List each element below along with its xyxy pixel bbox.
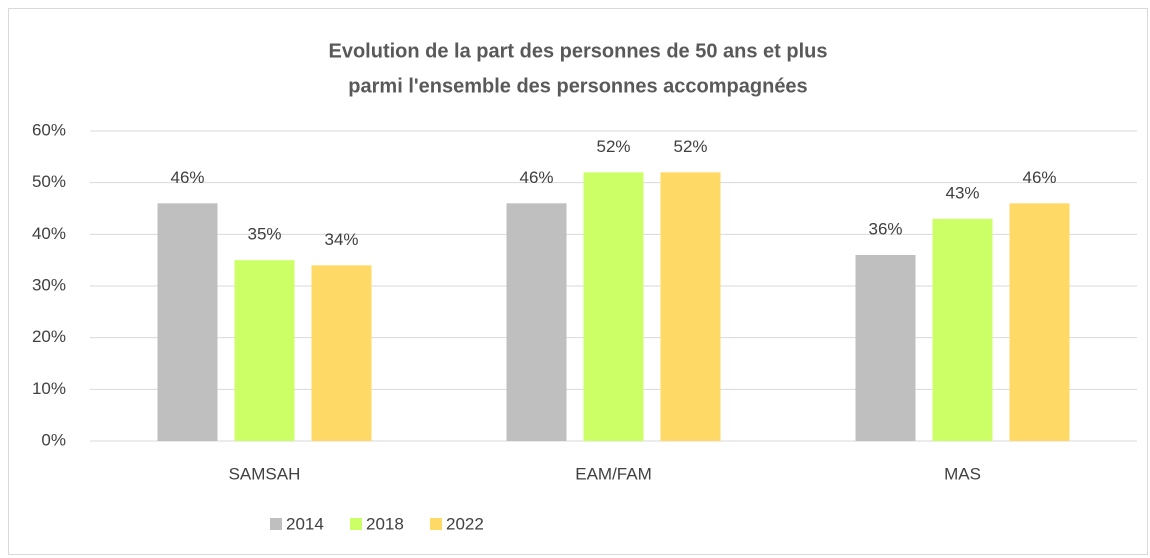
y-tick-label: 40% <box>32 224 66 243</box>
legend-swatch <box>270 518 282 530</box>
chart-title: parmi l'ensemble des personnes accompagn… <box>348 75 807 97</box>
bar <box>157 203 218 441</box>
x-tick-label: SAMSAH <box>229 464 301 483</box>
bar <box>855 255 916 441</box>
y-tick-label: 30% <box>32 275 66 294</box>
data-label: 46% <box>1022 168 1056 187</box>
bar <box>506 203 567 441</box>
bar <box>311 265 372 441</box>
data-label: 35% <box>247 225 281 244</box>
data-label: 43% <box>945 183 979 202</box>
data-label: 34% <box>324 230 358 249</box>
data-label: 52% <box>673 137 707 156</box>
data-label: 46% <box>519 168 553 187</box>
y-tick-label: 60% <box>32 120 66 139</box>
y-tick-label: 20% <box>32 327 66 346</box>
chart-title: Evolution de la part des personnes de 50… <box>328 40 827 62</box>
legend-label: 2018 <box>366 514 404 533</box>
x-tick-label: EAM/FAM <box>575 464 652 483</box>
data-label: 52% <box>596 137 630 156</box>
x-tick-label: MAS <box>944 464 981 483</box>
bar <box>932 218 993 441</box>
bar <box>234 260 295 441</box>
y-tick-label: 0% <box>41 430 66 449</box>
legend-swatch <box>350 518 362 530</box>
y-tick-label: 10% <box>32 379 66 398</box>
data-label: 36% <box>868 219 902 238</box>
data-label: 46% <box>170 168 204 187</box>
legend-swatch <box>430 518 442 530</box>
y-tick-label: 50% <box>32 172 66 191</box>
bar <box>660 172 721 442</box>
legend-label: 2014 <box>286 514 324 533</box>
bar <box>1009 203 1070 441</box>
bar <box>583 172 644 442</box>
legend-label: 2022 <box>446 514 484 533</box>
